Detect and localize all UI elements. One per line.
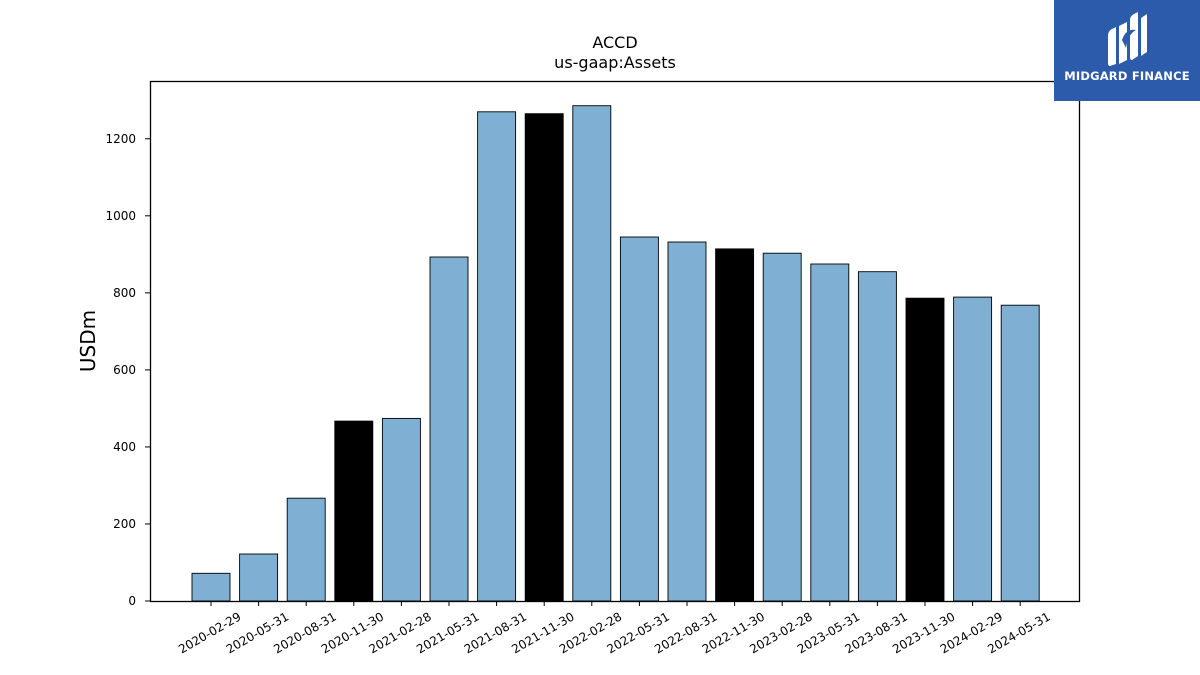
bar-2021-05-31 — [429, 256, 469, 602]
y-tick-label: 600 — [113, 363, 136, 377]
bar-2022-11-30 — [715, 248, 755, 602]
y-axis: 0 200 400 600 800 1000 1200 — [105, 132, 150, 608]
chart-title: ACCD — [592, 33, 637, 52]
bar-2022-08-31 — [667, 241, 707, 602]
bar-2021-02-28 — [381, 417, 421, 602]
midgard-logo-icon — [1108, 12, 1147, 66]
bar-2023-02-28 — [762, 252, 802, 602]
y-tick-label: 200 — [113, 517, 136, 531]
brand-name: MIDGARD FINANCE — [1064, 69, 1190, 83]
y-tick-label: 800 — [113, 286, 136, 300]
bar-2023-08-31 — [857, 271, 897, 602]
bar-2021-08-31 — [477, 111, 517, 602]
y-tick-label: 1000 — [105, 209, 136, 223]
y-tick-label: 400 — [113, 440, 136, 454]
plot-frame — [149, 80, 1081, 603]
bar-2020-05-31 — [239, 553, 279, 602]
bar-2020-02-29 — [191, 572, 231, 602]
x-axis: 2020-02-292020-05-312020-08-312020-11-30… — [176, 601, 1053, 656]
bar-2020-08-31 — [286, 497, 326, 602]
bar-2022-05-31 — [619, 236, 659, 602]
bar-2024-02-29 — [953, 296, 993, 602]
bar-series — [191, 105, 1040, 602]
bar-2024-05-31 — [1000, 304, 1040, 602]
bar-2021-11-30 — [524, 113, 564, 602]
bar-2023-05-31 — [810, 263, 850, 602]
y-tick-label: 0 — [128, 594, 136, 608]
chart-subtitle: us-gaap:Assets — [554, 53, 676, 72]
y-axis-label: USDm — [76, 310, 100, 372]
brand-logo: MIDGARD FINANCE — [1054, 0, 1200, 101]
bar-2020-11-30 — [334, 420, 374, 602]
bar-2022-02-28 — [572, 105, 612, 602]
y-tick-label: 1200 — [105, 132, 136, 146]
bar-2023-11-30 — [905, 297, 945, 602]
